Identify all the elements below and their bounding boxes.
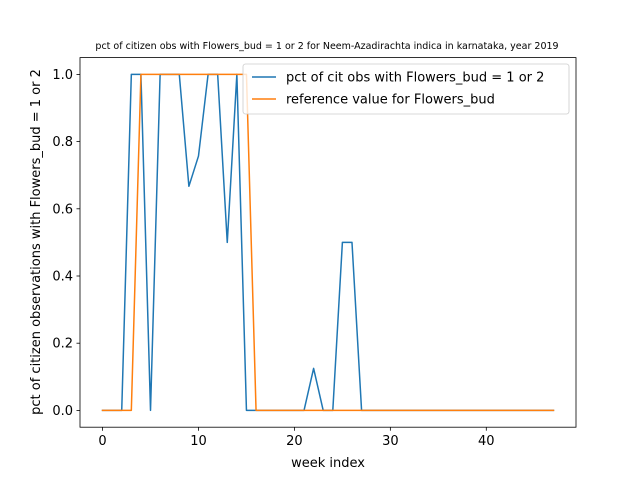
y-tick-label: 0.4 (52, 270, 73, 285)
x-tick-label: 10 (190, 434, 207, 449)
plot-area (80, 57, 576, 428)
chart-title: pct of citizen obs with Flowers_bud = 1 … (95, 41, 558, 52)
series-layer (101, 73, 555, 412)
legend: pct of cit obs with Flowers_bud = 1 or 2… (242, 63, 570, 115)
y-axis: 0.0 0.2 0.4 0.6 0.8 1.0 (52, 68, 80, 419)
x-tick-label: 0 (98, 434, 106, 449)
series-line-1 (101, 73, 555, 412)
legend-label-1: reference value for Flowers_bud (286, 93, 495, 108)
y-tick-label: 0.0 (52, 404, 73, 419)
y-tick-label: 0.8 (52, 135, 73, 150)
x-tick-label: 40 (478, 434, 495, 449)
y-tick-label: 1.0 (52, 68, 73, 83)
x-tick-label: 20 (286, 434, 303, 449)
y-axis-label: pct of citizen observations with Flowers… (29, 69, 44, 415)
y-tick-label: 0.6 (52, 202, 73, 217)
legend-box (242, 63, 570, 115)
x-tick-label: 30 (382, 434, 399, 449)
x-axis: 0 10 20 30 40 (98, 427, 495, 449)
plot-frame (79, 57, 577, 428)
y-tick-label: 0.2 (52, 337, 73, 352)
legend-label-0: pct of cit obs with Flowers_bud = 1 or 2 (286, 71, 544, 86)
x-axis-label: week index (291, 456, 365, 471)
